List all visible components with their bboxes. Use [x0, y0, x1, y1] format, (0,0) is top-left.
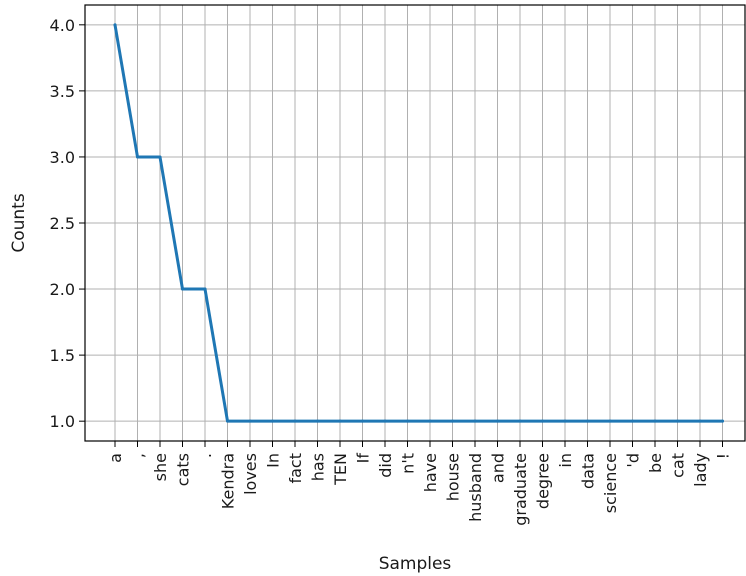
data-point [361, 419, 364, 423]
data-point [293, 419, 297, 423]
x-tick-label: science [601, 453, 620, 513]
data-point [248, 419, 252, 423]
x-tick-label: have [421, 453, 440, 492]
x-tick-label: and [489, 453, 508, 483]
data-point [563, 419, 567, 423]
x-tick-label: Kendra [219, 453, 238, 509]
x-tick-label: loves [241, 453, 260, 495]
data-point [158, 155, 162, 159]
data-point [698, 419, 702, 423]
y-tick-label: 3.5 [50, 82, 75, 101]
x-tick-label: ! [714, 453, 733, 459]
data-point [181, 287, 184, 291]
data-point [271, 419, 274, 423]
data-point [203, 287, 207, 291]
data-point [518, 419, 522, 423]
x-tick-label: house [444, 453, 463, 501]
x-tick-label: data [579, 453, 598, 489]
x-tick-label: cats [174, 453, 193, 486]
x-tick-label: degree [534, 453, 553, 509]
data-point [496, 419, 499, 423]
x-tick-label: a [106, 453, 125, 463]
y-axis-label: Counts [9, 193, 29, 252]
data-point [338, 419, 342, 423]
data-point [406, 419, 409, 423]
x-tick-label: be [646, 453, 665, 473]
x-tick-label: , [129, 453, 148, 458]
data-point [586, 419, 589, 423]
y-tick-label: 4.0 [50, 16, 75, 35]
data-point [316, 419, 319, 423]
data-point [451, 419, 454, 423]
data-point [608, 419, 612, 423]
x-tick-label: n't [399, 453, 418, 474]
data-point [473, 419, 477, 423]
series-line [113, 23, 724, 423]
x-tick-label: If [354, 453, 373, 464]
x-tick-label: cat [669, 453, 688, 478]
x-axis: a, she cats. Kendra loves In fact has TEN If did n'… [106, 441, 733, 526]
x-tick-label: TEN [331, 453, 350, 486]
data-point [721, 419, 724, 423]
y-tick-label: 1.0 [50, 412, 75, 431]
x-tick-label: has [309, 453, 328, 481]
y-tick-label: 1.5 [50, 346, 75, 365]
y-axis: 1.0 1.5 2.0 2.5 3.0 3.5 4.0 [50, 16, 85, 431]
data-point [226, 419, 229, 423]
data-point [653, 419, 657, 423]
x-axis-label: Samples [379, 554, 452, 574]
x-tick-label: husband [466, 453, 485, 522]
x-tick-label: in [556, 453, 575, 468]
series-layer [113, 23, 724, 423]
data-point [541, 419, 544, 423]
data-point [428, 419, 432, 423]
x-tick-label: fact [286, 453, 305, 484]
x-tick-label: In [264, 453, 283, 468]
x-tick-label: graduate [511, 453, 530, 526]
x-tick-label: . [196, 453, 215, 458]
y-tick-label: 3.0 [50, 148, 75, 167]
data-point [136, 155, 139, 159]
x-tick-label: 'd [624, 453, 643, 468]
grid-lines [85, 5, 745, 441]
x-tick-label: did [376, 453, 395, 478]
data-point [383, 419, 387, 423]
y-tick-label: 2.5 [50, 214, 75, 233]
y-tick-label: 2.0 [50, 280, 75, 299]
x-tick-label: lady [691, 453, 710, 487]
data-point [631, 419, 634, 423]
x-tick-label: she [151, 453, 170, 481]
data-point [676, 419, 679, 423]
data-point [113, 23, 117, 27]
